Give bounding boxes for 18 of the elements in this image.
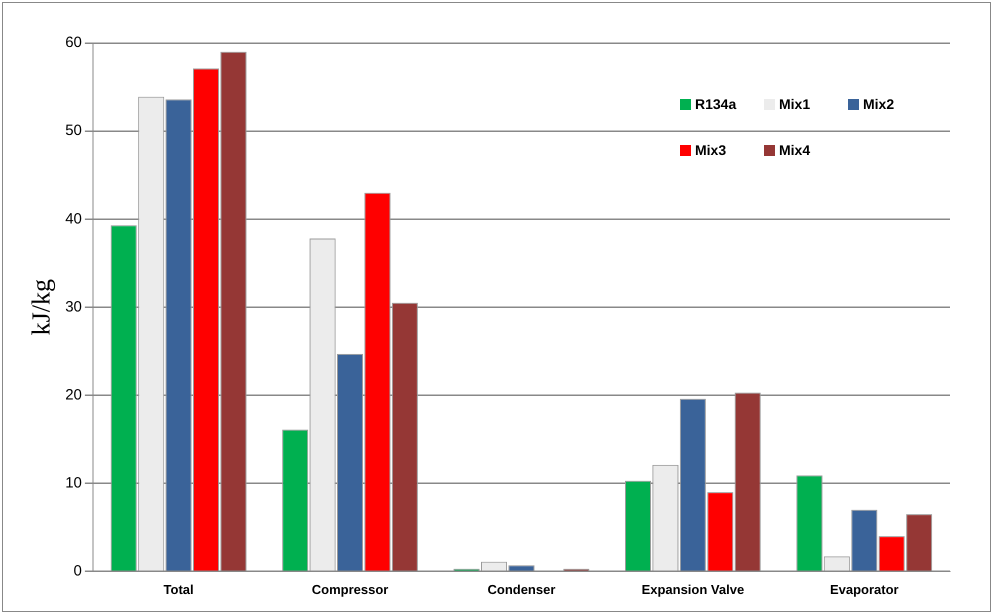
y-tick-label: 40 (65, 210, 82, 228)
x-tick-label: Compressor (312, 582, 388, 597)
y-tick-label: 10 (65, 474, 82, 492)
y-tick-label: 30 (65, 298, 82, 316)
legend-label: R134a (695, 96, 736, 112)
y-tick-label: 0 (74, 562, 82, 580)
y-tick-label: 60 (65, 34, 82, 52)
x-tick-label: Total (164, 582, 194, 597)
x-tick-label: Evaporator (830, 582, 899, 597)
x-tick-label: Expansion Valve (642, 582, 744, 597)
legend-label: Mix3 (695, 142, 726, 158)
legend-label: Mix1 (779, 96, 810, 112)
legend-label: Mix4 (779, 142, 810, 158)
legend-label: Mix2 (863, 96, 894, 112)
x-tick-label: Condenser (487, 582, 556, 597)
y-axis-title: kJ/kg (26, 279, 56, 336)
y-tick-label: 50 (65, 122, 82, 140)
y-tick-label: 20 (65, 386, 82, 404)
